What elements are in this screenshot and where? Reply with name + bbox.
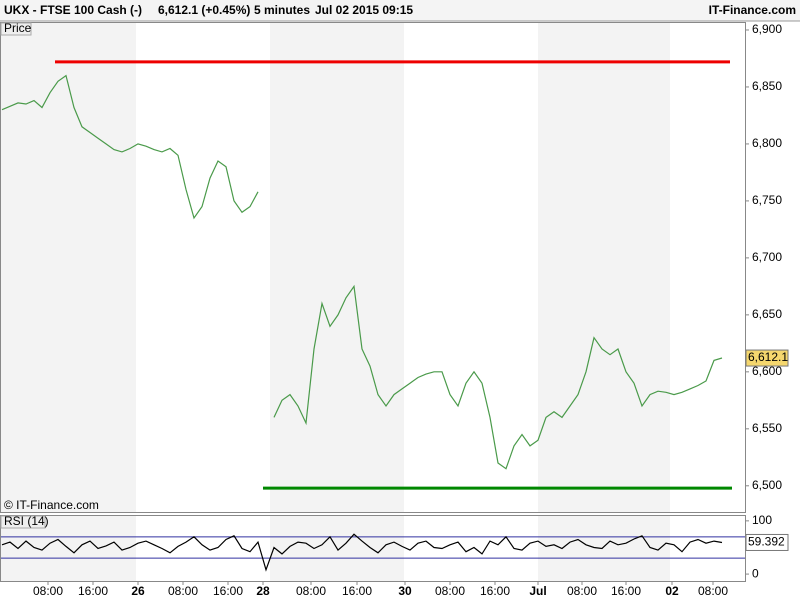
last-value-box [745,349,789,367]
x-tick-label: 08:00 [698,584,728,598]
x-tick-label: 08:00 [168,584,198,598]
last-value-label: 59.392 [748,535,785,549]
y-tick-label: 6,550 [752,421,782,435]
band [270,22,404,512]
panel-tag [0,22,32,36]
quote: 6,612.1 (+0.45%) [158,3,250,17]
interval: 5 minutes [254,3,310,17]
x-tick-label: 08:00 [435,584,465,598]
brand: IT-Finance.com [709,3,796,17]
y-tick-label: 0 [752,566,759,580]
y-tick-label: 6,600 [752,364,782,378]
y-tick-label: 6,700 [752,250,782,264]
x-tick-label: 16:00 [78,584,108,598]
series-line [1,533,723,572]
series-line [1,74,259,220]
instrument: UKX - FTSE 100 Cash (-) [4,3,142,17]
panel-tag [0,515,46,529]
x-tick-label: 26 [131,584,145,598]
price-frame [0,22,746,513]
x-tick-label: 16:00 [342,584,372,598]
band [0,22,136,512]
last-value-label: 6,612.1 [748,350,788,364]
x-tick-label: 28 [256,584,270,598]
y-tick-label: 6,500 [752,478,782,492]
timestamp: Jul 02 2015 09:15 [315,3,413,17]
y-tick-label: 6,650 [752,307,782,321]
x-tick-label: 30 [398,584,412,598]
session-bands [0,22,670,581]
header-bar [0,0,800,21]
x-tick-label: 16:00 [480,584,510,598]
band [538,22,670,512]
price-panel-label: Price [4,21,32,35]
x-tick-label: 16:00 [213,584,243,598]
y-tick-label: 6,800 [752,136,782,150]
x-tick-label: 08:00 [567,584,597,598]
y-tick-label: 6,750 [752,193,782,207]
watermark: © IT-Finance.com [4,498,99,512]
x-tick-label: Jul [529,584,546,598]
series-line [273,284,723,470]
y-tick-label: 6,900 [752,22,782,36]
y-tick-label: 100 [752,513,772,527]
rsi-panel-label: RSI (14) [4,514,49,528]
y-tick-label: 6,850 [752,79,782,93]
x-tick-label: 08:00 [33,584,63,598]
x-tick-label: 02 [665,584,679,598]
x-tick-label: 08:00 [296,584,326,598]
last-value-box [745,533,789,551]
x-tick-label: 16:00 [611,584,641,598]
